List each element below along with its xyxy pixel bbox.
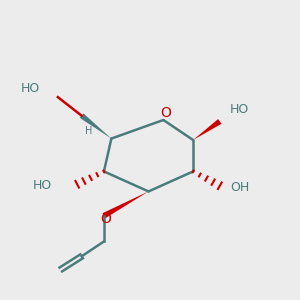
Text: O: O (160, 106, 171, 120)
Polygon shape (80, 113, 111, 139)
Polygon shape (103, 191, 148, 218)
Text: HO: HO (230, 103, 250, 116)
Text: HO: HO (33, 179, 52, 192)
Polygon shape (193, 119, 222, 140)
Text: OH: OH (230, 181, 250, 194)
Text: O: O (100, 212, 111, 226)
Text: H: H (85, 126, 93, 136)
Text: HO: HO (21, 82, 40, 95)
